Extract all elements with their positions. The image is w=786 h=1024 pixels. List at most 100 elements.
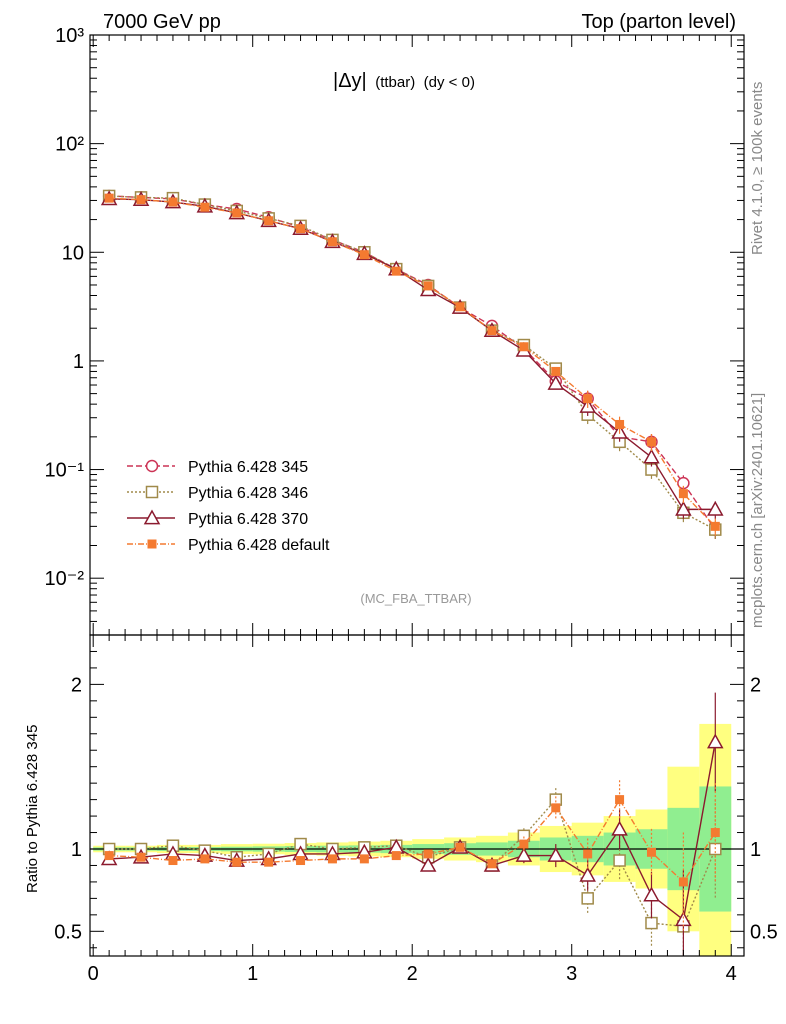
data-point	[104, 851, 114, 861]
data-point	[643, 886, 660, 902]
rivet-version-label: Rivet 4.1.0, ≥ 100k events	[749, 82, 766, 255]
data-point	[678, 489, 688, 499]
y-tick-label: 1	[73, 351, 84, 373]
data-point	[168, 856, 178, 866]
data-point	[359, 854, 369, 864]
x-tick-label: 4	[726, 963, 737, 985]
x-tick-label: 3	[566, 963, 577, 985]
data-point	[145, 485, 159, 499]
data-point	[611, 820, 628, 836]
legend-label: Pythia 6.428 346	[188, 485, 308, 502]
data-point	[147, 539, 157, 549]
ratio-y-tick-label-left: 0.5	[54, 921, 82, 943]
ratio-y-tick-label-right: 0.5	[750, 921, 778, 943]
data-point	[264, 857, 274, 867]
y-tick-label: 10⁻¹	[45, 460, 85, 482]
data-point	[613, 854, 626, 867]
data-point	[168, 197, 178, 207]
data-point	[136, 195, 146, 205]
data-point	[359, 250, 369, 260]
data-point	[419, 856, 437, 872]
data-point	[327, 854, 337, 864]
ratio-axes: 0 1 2 3 4 0.5 0.5 1 1 2 2	[54, 635, 778, 985]
ratio-series-line	[109, 798, 716, 884]
ratio-y-tick-label-left: 2	[71, 674, 82, 696]
data-point	[296, 856, 306, 866]
data-point	[710, 521, 720, 531]
main-axes: 10⁻² 10⁻¹ 1 10 10² 10³	[45, 25, 744, 636]
y-tick-label: 10	[62, 242, 84, 264]
x-tick-label: 2	[407, 963, 418, 985]
ratio-y-tick-label-right: 1	[750, 839, 761, 861]
data-point	[423, 849, 433, 859]
x-tick-label: 0	[88, 963, 99, 985]
data-point	[583, 849, 593, 859]
data-point	[579, 866, 596, 882]
ratio-series-pdef	[104, 780, 720, 932]
data-point	[455, 302, 465, 312]
data-point	[710, 828, 720, 838]
data-point	[145, 459, 159, 473]
plot-title-main: |Δy|	[333, 70, 367, 92]
data-point	[391, 266, 401, 276]
data-point	[136, 852, 146, 862]
data-point	[678, 877, 688, 887]
legend: Pythia 6.428 345 Pythia 6.428 346 Pythia 6…	[127, 459, 330, 554]
data-point	[615, 795, 625, 805]
y-tick-label: 10⁻²	[45, 568, 85, 590]
data-point	[455, 842, 465, 852]
data-point	[327, 237, 337, 247]
data-point	[296, 224, 306, 234]
data-point	[200, 202, 210, 212]
ratio-plot-frame	[89, 634, 745, 957]
data-point	[547, 847, 565, 862]
data-point	[391, 851, 401, 861]
plot-title: |Δy| (ttbar) (dy < 0)	[333, 70, 475, 92]
data-point	[551, 366, 561, 376]
data-point	[487, 326, 497, 336]
legend-label: Pythia 6.428 345	[188, 459, 308, 476]
plot-title-cond: (dy < 0)	[424, 74, 475, 91]
ratio-y-axis-label: Ratio to Pythia 6.428 345	[24, 725, 41, 893]
data-point	[551, 803, 561, 813]
data-point	[519, 342, 529, 352]
legend-entry-p346: Pythia 6.428 346	[127, 485, 308, 502]
data-point	[675, 500, 692, 516]
series-line	[109, 195, 716, 531]
data-point	[707, 500, 724, 516]
y-tick-label: 10³	[55, 25, 84, 47]
data-point	[646, 847, 656, 857]
data-point	[646, 437, 656, 447]
data-point	[232, 857, 242, 867]
data-point	[104, 193, 114, 203]
analysis-label: (MC_FBA_TTBAR)	[360, 591, 471, 606]
data-point	[583, 394, 593, 404]
x-tick-label: 1	[247, 963, 258, 985]
data-point	[707, 733, 724, 749]
y-tick-label: 10²	[55, 134, 84, 156]
ratio-series-group	[100, 692, 724, 956]
main-series-group	[100, 189, 724, 539]
mcplots-label: mcplots.cern.ch [arXiv:2401.10621]	[749, 393, 766, 628]
data-point	[581, 892, 594, 905]
header-energy-label: 7000 GeV pp	[103, 11, 221, 33]
legend-entry-p345: Pythia 6.428 345	[127, 459, 308, 476]
data-point	[547, 374, 565, 390]
data-point	[515, 847, 533, 862]
series-line	[109, 195, 716, 531]
data-point	[200, 854, 210, 864]
series-pdef	[104, 193, 720, 536]
legend-label: Pythia 6.428 default	[188, 537, 330, 554]
plot-title-sub: (ttbar)	[375, 74, 415, 91]
series-line	[109, 197, 716, 527]
data-point	[487, 859, 497, 869]
data-point	[519, 839, 529, 849]
data-point	[232, 208, 242, 218]
data-point	[264, 216, 274, 226]
data-point	[423, 281, 433, 291]
legend-label: Pythia 6.428 370	[188, 511, 308, 528]
legend-entry-p370: Pythia 6.428 370	[127, 509, 308, 528]
header-process-label: Top (parton level)	[581, 11, 736, 33]
data-point	[643, 448, 660, 464]
